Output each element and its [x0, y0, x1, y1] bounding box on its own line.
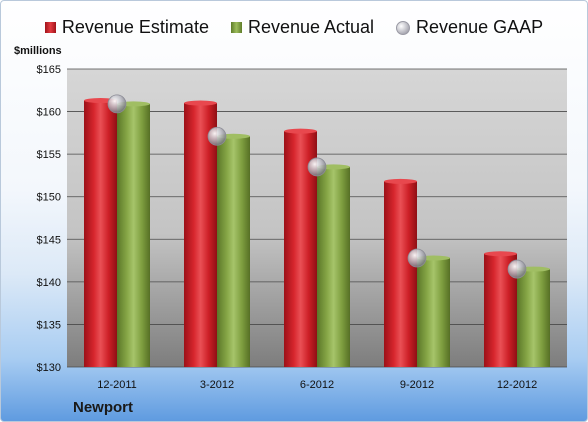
company-name: Newport: [73, 399, 133, 416]
bar-top-revenue-estimate: [384, 178, 417, 184]
marker-revenue-gaap: [407, 248, 427, 268]
x-tick-label: 12-2011: [97, 379, 137, 391]
y-tick-label: $150: [37, 192, 61, 204]
marker-revenue-gaap: [307, 157, 327, 177]
bar-top-revenue-estimate: [284, 128, 317, 134]
x-tick-label: 6-2012: [300, 379, 334, 391]
bar-revenue-actual: [317, 166, 350, 367]
bars: [84, 98, 550, 368]
bar-revenue-estimate: [184, 103, 217, 368]
x-tick-label: 3-2012: [200, 379, 234, 391]
bar-top-revenue-estimate: [484, 251, 517, 257]
legend-label-estimate: Revenue Estimate: [61, 17, 209, 37]
marker-revenue-gaap: [207, 126, 227, 146]
legend-swatch-actual: [230, 22, 242, 33]
bar-revenue-actual: [117, 103, 150, 367]
y-axis-tick-labels: $130 $135 $140 $145 $150 $155 $160 $165: [37, 64, 61, 374]
legend-item-gaap: Revenue GAAP: [396, 17, 543, 38]
bar-revenue-estimate: [384, 181, 417, 367]
legend-swatch-estimate: [44, 22, 56, 33]
x-axis-tick-labels: 12-2011 3-2012 6-2012 9-2012 12-2012: [97, 379, 537, 391]
gaap-markers: [107, 94, 527, 279]
bar-top-revenue-estimate: [184, 100, 217, 106]
y-tick-label: $145: [37, 234, 61, 246]
legend-item-estimate: Revenue Estimate: [44, 17, 209, 38]
y-tick-label: $160: [37, 107, 61, 119]
x-tick-label: 9-2012: [400, 379, 434, 391]
bar-revenue-actual: [217, 136, 250, 367]
legend-label-gaap: Revenue GAAP: [416, 17, 544, 37]
y-tick-label: $135: [37, 319, 61, 331]
x-tick-label: 12-2012: [497, 379, 537, 391]
marker-revenue-gaap: [507, 259, 527, 279]
legend: Revenue Estimate Revenue Actual Revenue …: [1, 17, 587, 38]
legend-label-actual: Revenue Actual: [247, 17, 375, 37]
marker-revenue-gaap: [107, 94, 127, 114]
y-tick-label: $155: [37, 149, 61, 161]
y-tick-label: $165: [37, 64, 61, 76]
y-axis-unit-label: $millions: [14, 45, 62, 57]
legend-item-actual: Revenue Actual: [230, 17, 375, 38]
bar-revenue-actual: [417, 258, 450, 367]
legend-swatch-gaap: [396, 20, 411, 35]
y-tick-label: $140: [37, 277, 61, 289]
y-tick-label: $130: [37, 362, 61, 374]
bar-revenue-estimate: [84, 100, 117, 367]
bar-revenue-actual: [517, 269, 550, 367]
